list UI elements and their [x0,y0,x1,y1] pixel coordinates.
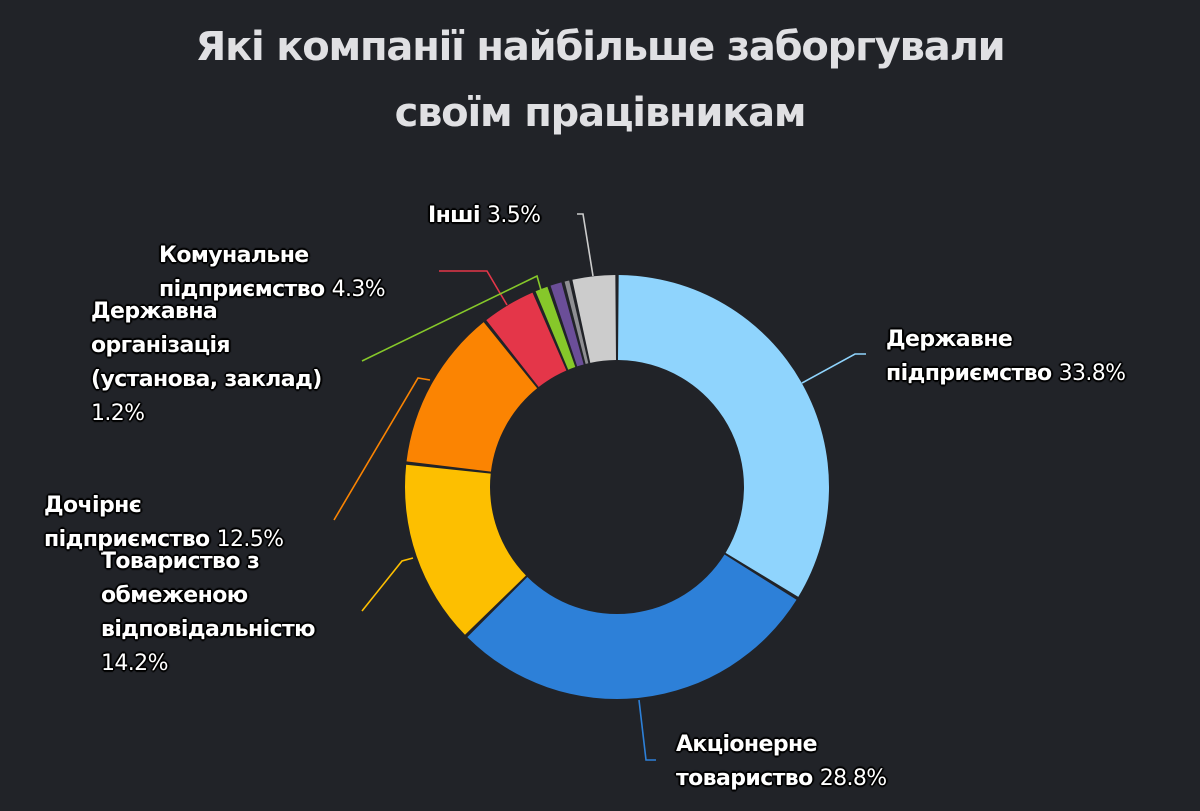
leader-line [577,213,594,277]
label-percent: 14.2% [101,651,168,676]
label-text: організація [91,333,231,358]
leader-line [638,699,656,761]
label-text: відповідальністю [101,617,316,642]
donut-slice [564,280,589,364]
leader-line [439,270,508,306]
label-text: товариство [676,766,813,791]
label-text: Дочірнє [44,493,142,518]
label-text: підприємство [44,527,210,552]
label-aktsionerne-tovarystvo: Акціонерне товариство 28.8% [676,728,887,796]
donut-slice [572,275,617,363]
label-komunalne-pidpryiemstvo: Комунальне підприємство 4.3% [159,239,386,307]
label-percent: 4.3% [331,277,386,302]
label-tov: Товариство з обмеженою відповідальністю … [101,545,316,681]
label-text: Комунальне [159,243,309,268]
leader-lines [333,213,866,761]
label-derzhavna-orhanizatsiia: Державна організація (установа, заклад) … [91,295,322,431]
label-percent: 28.8% [819,766,887,791]
donut-slice [617,275,830,597]
label-text: обмеженою [101,583,248,608]
leader-line [361,557,414,612]
label-percent: 1.2% [91,401,145,426]
label-text: Акціонерне [676,732,818,757]
label-dochirnie-pidpryiemstvo: Дочірнє підприємство 12.5% [44,489,284,557]
label-percent: 33.8% [1058,361,1126,386]
label-text: Державна [91,299,218,324]
label-text: Державне [886,327,1013,352]
leader-line [801,353,866,384]
chart-title: Які компанії найбільше заборгували своїм… [0,14,1200,146]
label-percent: 3.5% [486,203,541,228]
chart-title-line-2: своїм працівникам [394,90,807,136]
donut-slice [405,464,526,635]
donut-slice [535,286,576,370]
label-text: Інші [428,203,481,228]
chart-title-line-1: Які компанії найбільше заборгували [195,24,1005,70]
label-text: (установа, заклад) [91,367,322,392]
donut-slices [405,275,830,700]
label-text: Товариство з [101,549,260,574]
donut-slice [406,322,538,472]
label-inshi: Інші 3.5% [428,199,541,233]
donut-slice [486,292,567,388]
label-percent: 12.5% [216,527,284,552]
label-derzhavne-pidpryiemstvo: Державне підприємство 33.8% [886,323,1126,391]
label-text: підприємство [886,361,1052,386]
leader-line [333,377,431,521]
donut-slice [550,282,584,367]
leader-line [361,274,542,362]
label-text: підприємство [159,277,325,302]
donut-slice [467,554,797,700]
